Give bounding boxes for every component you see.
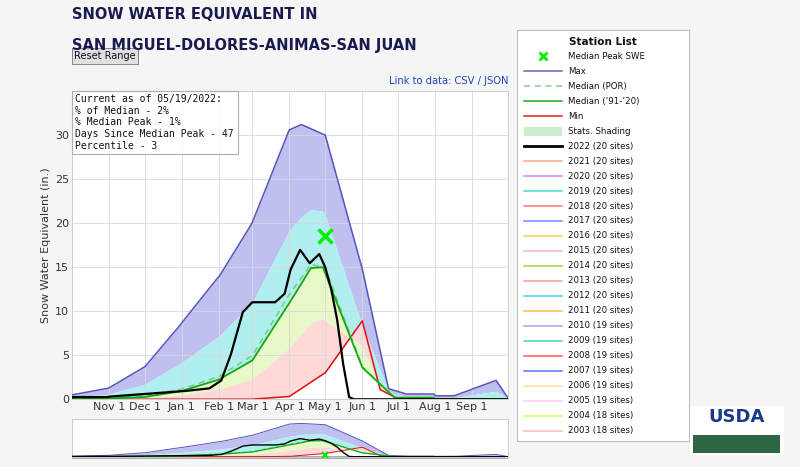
Text: SAN MIGUEL-DOLORES-ANIMAS-SAN JUAN: SAN MIGUEL-DOLORES-ANIMAS-SAN JUAN [72, 38, 417, 53]
Text: Current as of 05/19/2022:
% of Median - 2%
% Median Peak - 1%
Days Since Median : Current as of 05/19/2022: % of Median - … [75, 94, 234, 150]
Y-axis label: Snow Water Equivalent (in.): Snow Water Equivalent (in.) [41, 167, 51, 323]
Text: Station List: Station List [569, 36, 637, 47]
Bar [72, 456, 508, 459]
Text: Max: Max [569, 67, 586, 76]
Bar [694, 435, 780, 453]
Text: 2015 (20 sites): 2015 (20 sites) [569, 247, 634, 255]
Text: 2017 (20 sites): 2017 (20 sites) [569, 217, 634, 226]
Text: 2005 (19 sites): 2005 (19 sites) [569, 396, 634, 405]
Text: 2007 (19 sites): 2007 (19 sites) [569, 366, 634, 375]
Text: 2003 (18 sites): 2003 (18 sites) [569, 426, 634, 435]
Text: Link to data: CSV / JSON: Link to data: CSV / JSON [390, 76, 509, 85]
Text: 2016 (20 sites): 2016 (20 sites) [569, 232, 634, 241]
Text: 2018 (20 sites): 2018 (20 sites) [569, 202, 634, 211]
Text: 2014 (20 sites): 2014 (20 sites) [569, 262, 634, 270]
Text: Stats. Shading: Stats. Shading [569, 127, 631, 136]
Text: 2019 (20 sites): 2019 (20 sites) [569, 186, 634, 196]
Text: USDA: USDA [709, 408, 765, 426]
Text: 2020 (20 sites): 2020 (20 sites) [569, 171, 634, 181]
Text: Median Peak SWE: Median Peak SWE [569, 52, 646, 61]
Text: Reset Range: Reset Range [74, 51, 136, 61]
Text: Median (’91-’20): Median (’91-’20) [569, 97, 640, 106]
Text: Median (POR): Median (POR) [569, 82, 627, 91]
Text: 2022 (20 sites): 2022 (20 sites) [569, 142, 634, 151]
Text: 2009 (19 sites): 2009 (19 sites) [569, 336, 634, 345]
Text: 2021 (20 sites): 2021 (20 sites) [569, 156, 634, 166]
Text: 2013 (20 sites): 2013 (20 sites) [569, 276, 634, 285]
Bar [524, 127, 562, 136]
Text: 2012 (20 sites): 2012 (20 sites) [569, 291, 634, 300]
Text: 2010 (19 sites): 2010 (19 sites) [569, 321, 634, 330]
Text: Min: Min [569, 112, 584, 120]
Text: 2011 (20 sites): 2011 (20 sites) [569, 306, 634, 315]
Text: 2004 (18 sites): 2004 (18 sites) [569, 411, 634, 420]
Text: 2008 (19 sites): 2008 (19 sites) [569, 351, 634, 360]
Text: SNOW WATER EQUIVALENT IN: SNOW WATER EQUIVALENT IN [72, 7, 318, 22]
Text: 2006 (19 sites): 2006 (19 sites) [569, 381, 634, 390]
